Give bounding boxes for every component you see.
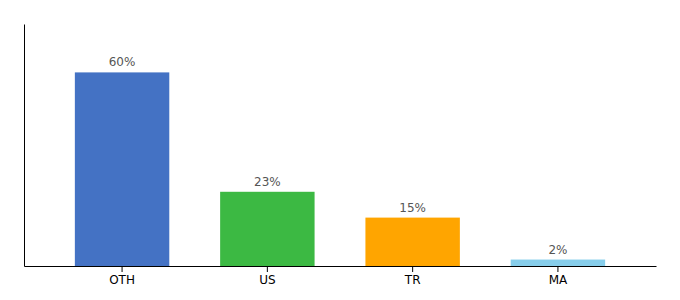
data-label: 60% [109,55,136,69]
x-tick-mark [557,266,558,272]
plot-area: 60% 23% 15% 2% OTH US TR MA [25,25,657,287]
data-label: 15% [399,201,426,215]
bars [75,72,605,266]
x-tick-mark [122,266,123,272]
chart-container: 60% 23% 15% 2% OTH US TR MA [0,0,680,300]
x-tick-mark [267,266,268,272]
bar [365,218,459,266]
bar [511,260,605,266]
x-tick: OTH [109,266,135,287]
x-axis-line [25,266,657,267]
x-axis: OTH US TR MA [25,266,657,287]
bar [75,72,169,266]
x-tick-mark [412,266,413,272]
x-tick-label: OTH [109,273,135,287]
chart-svg: 60% 23% 15% 2% OTH US TR MA [0,0,680,300]
y-axis-line [24,25,25,267]
x-tick-label: US [259,273,275,287]
x-tick: MA [549,266,568,287]
data-label: 23% [254,175,281,189]
x-tick-label: MA [549,273,568,287]
x-tick: US [259,266,275,287]
data-label: 2% [548,243,567,257]
x-tick: TR [404,266,421,287]
y-axis [24,25,25,267]
data-labels: 60% 23% 15% 2% [109,55,568,256]
x-tick-label: TR [404,273,421,287]
bar [220,192,314,266]
